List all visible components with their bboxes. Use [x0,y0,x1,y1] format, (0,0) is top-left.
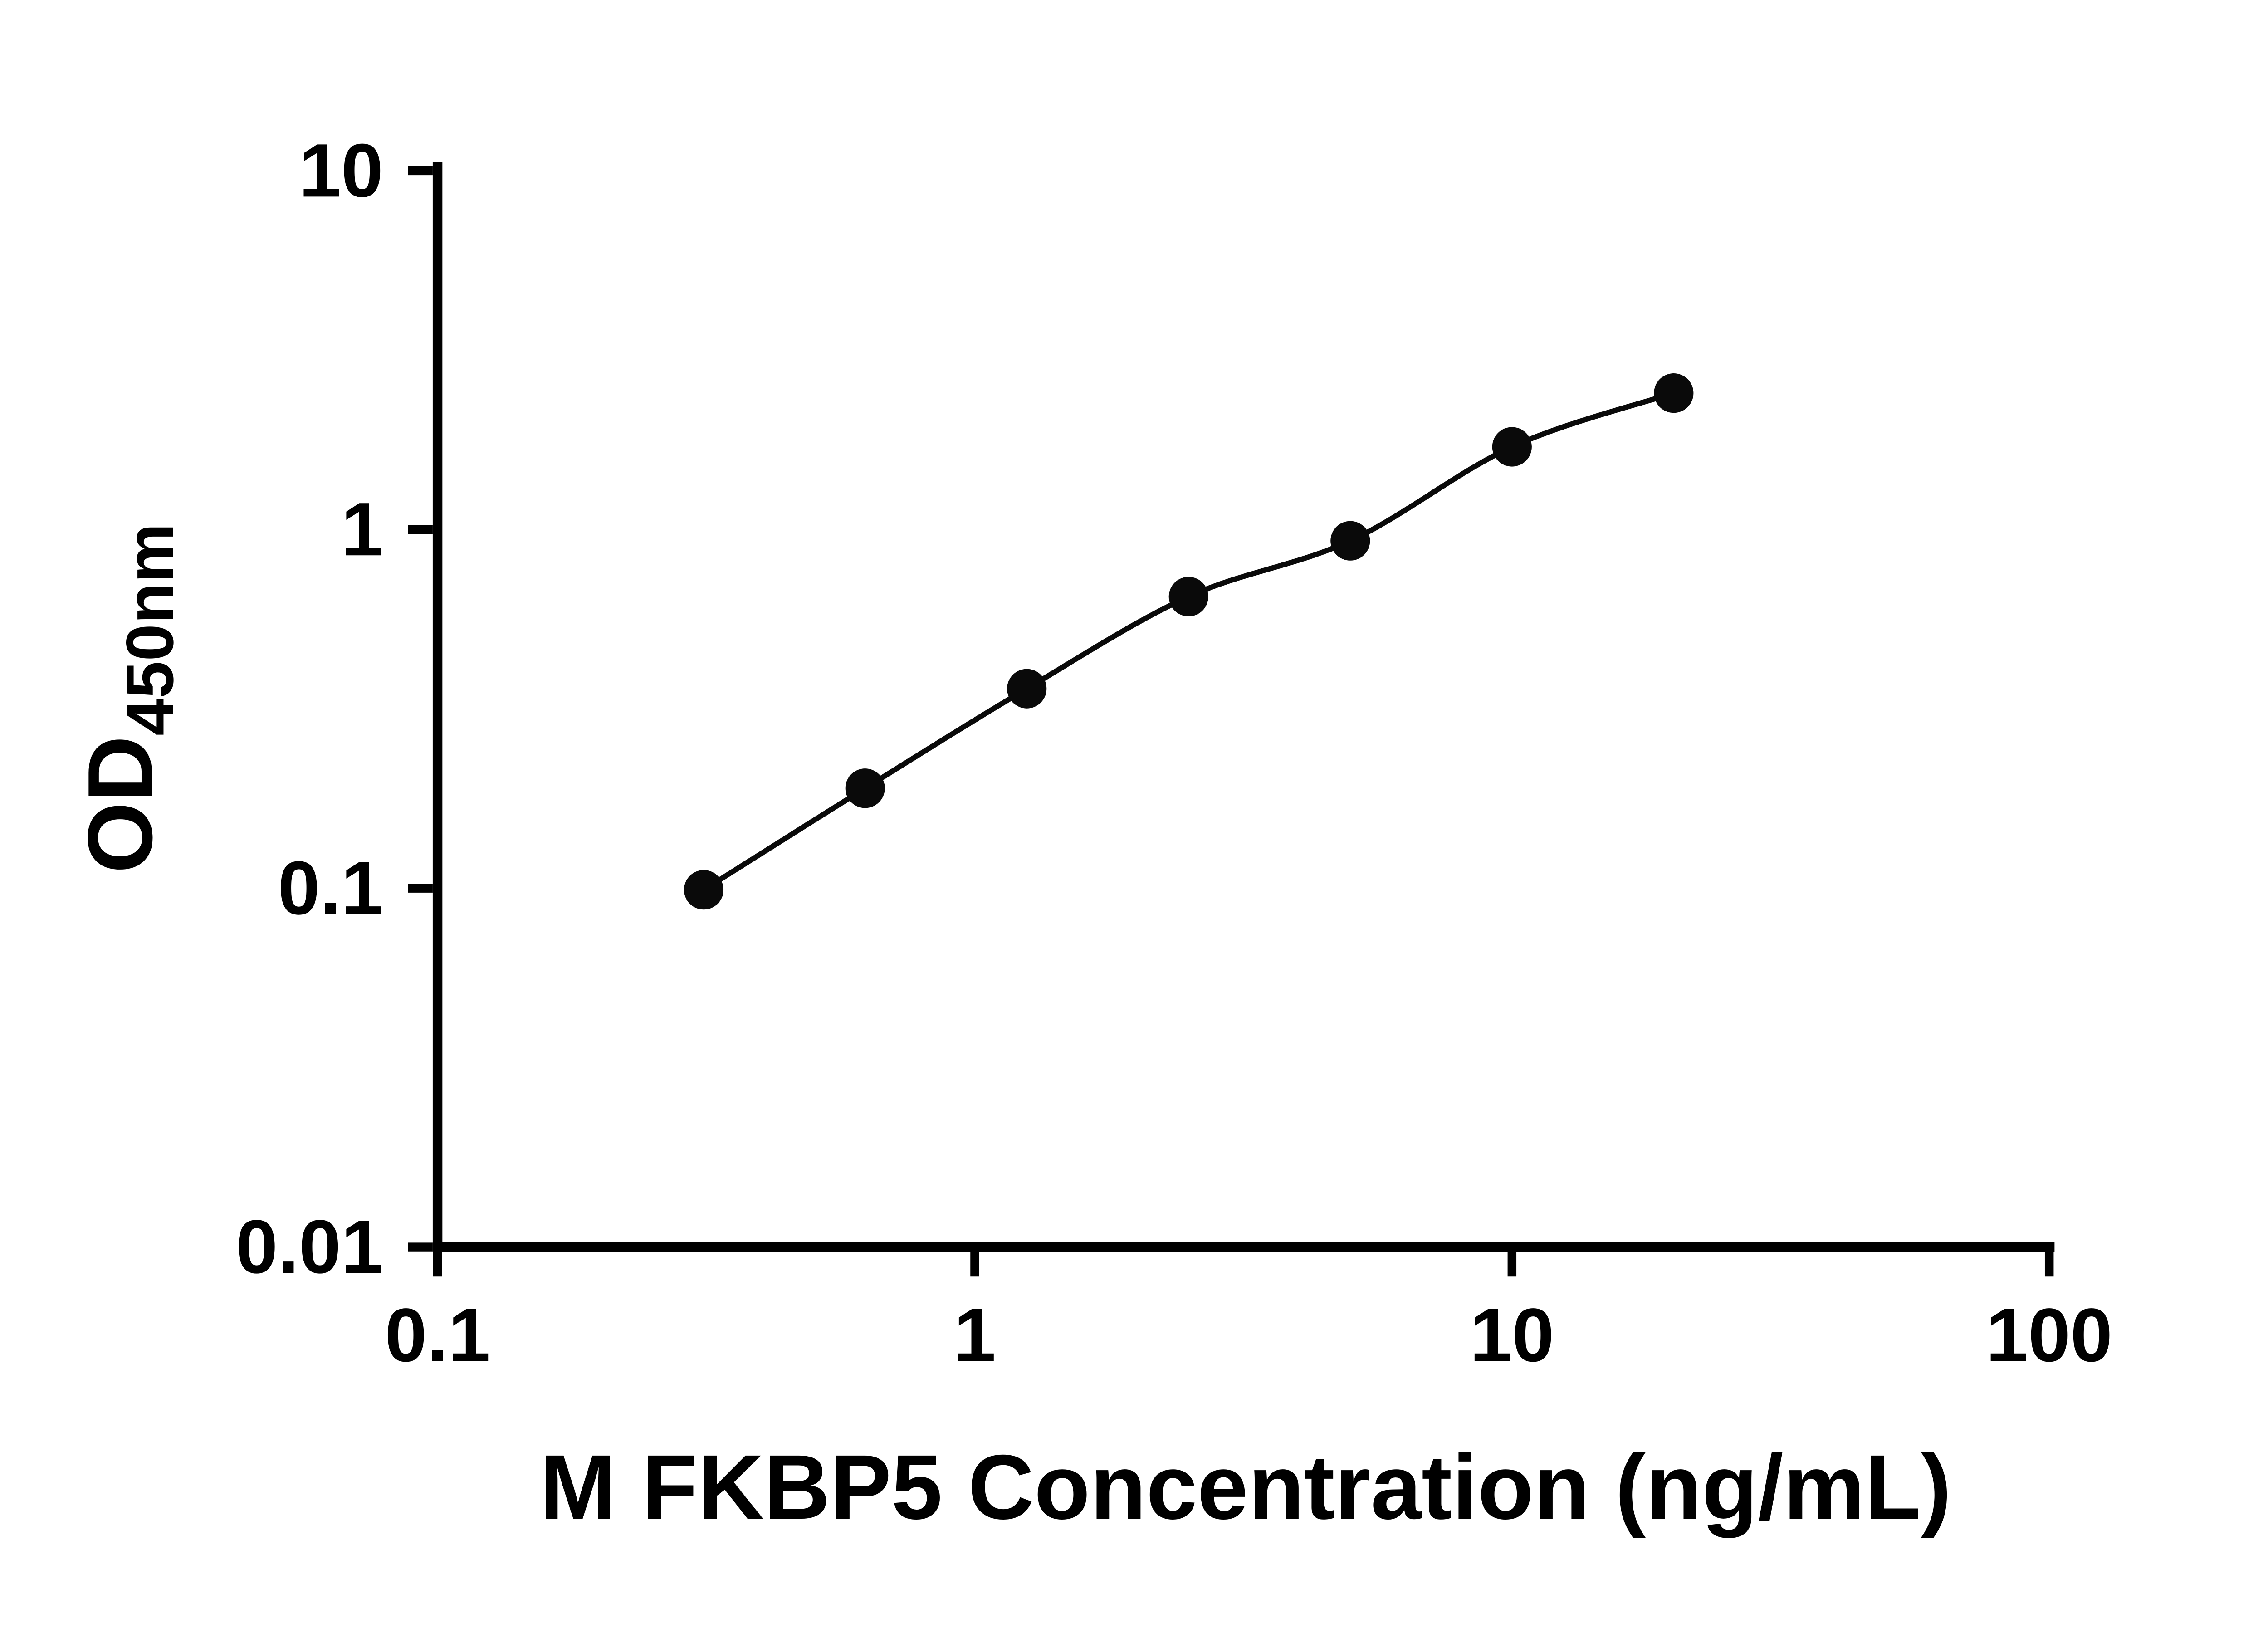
x-tick-label: 0.1 [385,1293,490,1378]
x-axis-title: M FKBP5 Concentration (ng/mL) [540,1436,1951,1538]
fit-curve [702,391,1675,892]
x-tick-label: 1 [953,1293,996,1378]
data-point [1007,669,1047,709]
y-tick-label: 0.1 [278,846,383,930]
data-point [1492,427,1532,467]
data-point [1330,521,1370,561]
y-axis-title-subscript: 450nm [112,523,187,736]
data-point [1654,373,1694,413]
series-layer [684,373,1694,910]
data-point [845,768,885,808]
y-axis-title: OD450nm [69,523,188,874]
data-point [1168,577,1208,616]
y-tick-label: 0.01 [235,1205,383,1289]
x-tick-label: 100 [1986,1293,2112,1378]
y-axis-title-main: OD [69,736,171,873]
y-tick-label: 10 [299,128,383,213]
axis-lines [432,161,2055,1252]
data-point [684,870,724,910]
x-tick-labels: 0.1 1 10 100 [385,1293,2112,1378]
y-tick-label: 1 [341,487,383,572]
series-m-fkbp5-standard-curve [684,373,1694,910]
y-tick-labels: 10 1 0.1 0.01 [235,128,383,1289]
x-tick-label: 10 [1470,1293,1554,1378]
axis-ticks [408,166,2054,1277]
